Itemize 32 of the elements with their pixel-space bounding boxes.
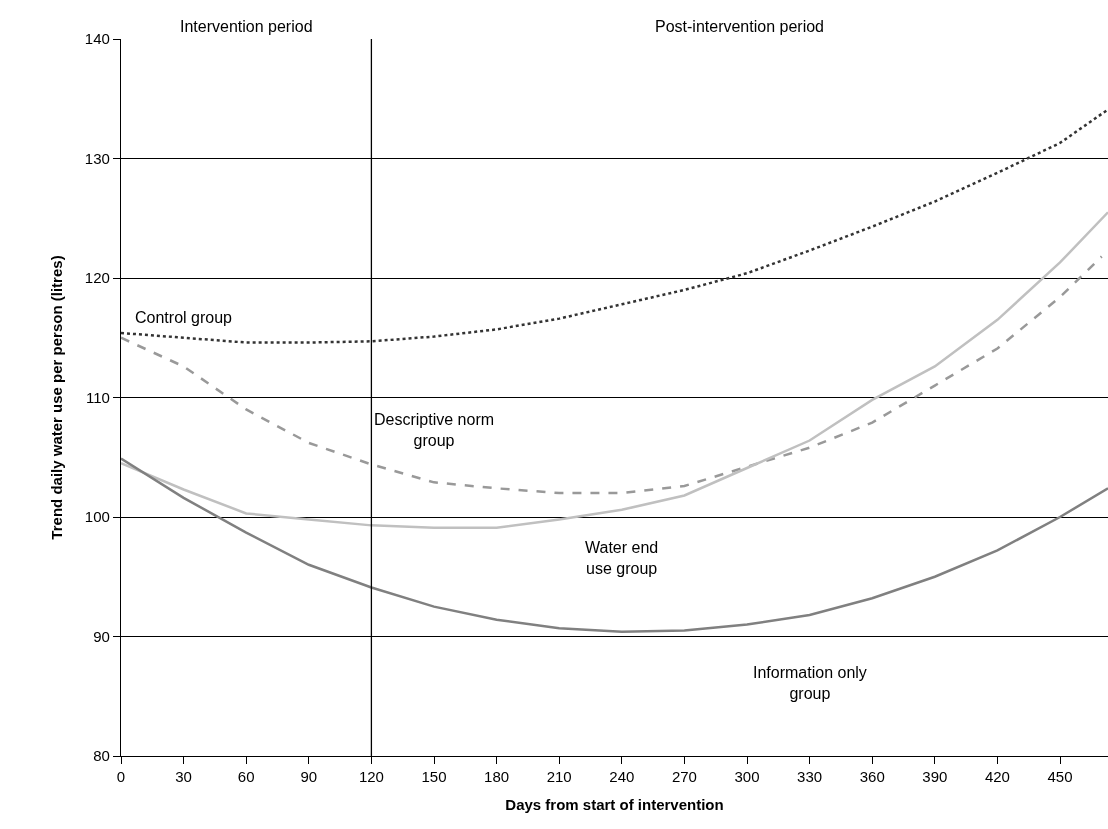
x-tick-label: 270 [671, 768, 697, 786]
x-tick-label: 330 [797, 768, 823, 786]
x-tick-label: 450 [1047, 768, 1073, 786]
y-tick-label: 120 [84, 269, 110, 287]
x-tick-label: 360 [859, 768, 885, 786]
x-tick-label: 300 [734, 768, 760, 786]
y-tick-label: 90 [93, 627, 110, 645]
y-tick-label: 140 [84, 30, 110, 48]
text: Post-intervention period [655, 18, 824, 35]
x-tick-label: 30 [175, 768, 192, 786]
series-label: Descriptive norm group [374, 411, 495, 449]
series-label: Water end use group [585, 539, 659, 577]
line-series [121, 255, 1103, 495]
y-tick-label: 80 [93, 747, 110, 765]
text: Intervention period [180, 18, 313, 35]
y-axis-title: Trend daily water use per person (litres) [48, 255, 66, 540]
x-tick-label: 90 [300, 768, 318, 786]
x-tick-label: 210 [546, 768, 572, 786]
y-tick-label: 100 [84, 508, 110, 526]
x-tick-label: 150 [421, 768, 447, 786]
series-label: Control group [135, 309, 233, 326]
y-tick-label: 110 [85, 388, 110, 406]
x-tick-label: 120 [358, 768, 384, 786]
x-tick-label: 420 [984, 768, 1010, 786]
x-axis-title: Days from start of intervention [505, 796, 724, 814]
x-tick-label: 240 [609, 768, 635, 786]
x-tick-label: 60 [237, 768, 255, 786]
y-tick-label: 130 [84, 149, 110, 167]
x-tick-label: 0 [116, 768, 126, 786]
text: Information only group [753, 664, 867, 702]
x-tick-label: 180 [484, 768, 510, 786]
x-tick-label: 390 [922, 768, 948, 786]
